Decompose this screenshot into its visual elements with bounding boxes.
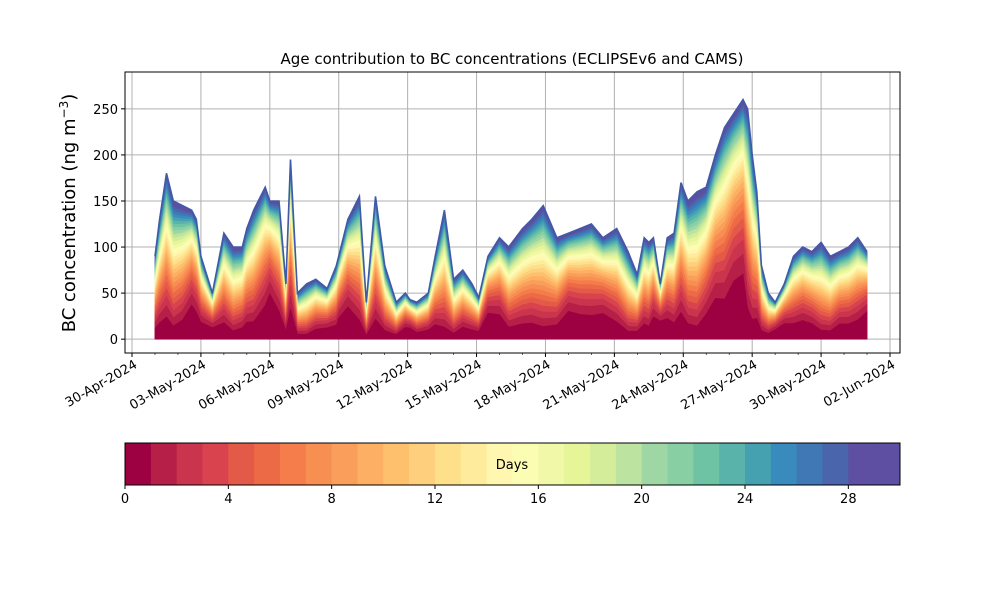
colorbar-swatch bbox=[435, 443, 462, 485]
age-band-1 bbox=[154, 253, 868, 340]
colorbar-tick-label: 16 bbox=[530, 492, 547, 507]
colorbar-swatch bbox=[848, 443, 875, 485]
y-tick-label: 200 bbox=[93, 149, 118, 164]
colorbar-swatch bbox=[822, 443, 849, 485]
colorbar-tick-label: 20 bbox=[633, 492, 650, 507]
y-tick-label: 250 bbox=[93, 103, 118, 118]
chart-title: Age contribution to BC concentrations (E… bbox=[281, 50, 744, 68]
y-axis-label-main: BC concentration (ng m bbox=[59, 118, 80, 332]
colorbar-swatch bbox=[176, 443, 203, 485]
colorbar-tick-label: 12 bbox=[427, 492, 444, 507]
colorbar-swatch bbox=[874, 443, 901, 485]
colorbar-swatch bbox=[150, 443, 178, 485]
age-band-0 bbox=[154, 273, 868, 340]
colorbar-tick-label: 28 bbox=[840, 492, 857, 507]
colorbar-swatch bbox=[641, 443, 668, 485]
colorbar-swatch bbox=[538, 443, 565, 485]
colorbar-swatch bbox=[125, 443, 152, 485]
age-band-2 bbox=[154, 239, 868, 340]
colorbar-swatch bbox=[667, 443, 694, 485]
age-bands bbox=[154, 97, 868, 340]
colorbar-swatch bbox=[254, 443, 281, 485]
y-tick-label: 50 bbox=[101, 287, 118, 302]
colorbar-swatch bbox=[331, 443, 358, 485]
colorbar-swatch bbox=[719, 443, 746, 485]
y-axis-label-suffix: ) bbox=[59, 94, 80, 101]
y-tick-label: 0 bbox=[110, 333, 118, 348]
colorbar-swatch bbox=[693, 443, 720, 485]
colorbar-swatch bbox=[512, 443, 539, 485]
colorbar-swatch bbox=[486, 443, 513, 485]
colorbar-tick-label: 8 bbox=[328, 492, 336, 507]
colorbar-frame bbox=[124, 442, 901, 486]
colorbar-swatch bbox=[305, 443, 333, 485]
colorbar-swatch bbox=[615, 443, 643, 485]
colorbar: 0 4 8 12 16 20 24 28 bbox=[121, 443, 901, 507]
colorbar-swatch bbox=[202, 443, 229, 485]
colorbar-tick-label: 4 bbox=[224, 492, 232, 507]
colorbar-swatch bbox=[228, 443, 255, 485]
colorbar-tick-label: 0 bbox=[121, 492, 129, 507]
y-axis-label: BC concentration (ng m−3) bbox=[57, 94, 80, 333]
colorbar-swatch bbox=[460, 443, 488, 485]
colorbar-label: Days bbox=[496, 458, 529, 473]
total-outline bbox=[154, 97, 868, 304]
colorbar-swatch bbox=[357, 443, 384, 485]
y-axis-label-exponent: −3 bbox=[57, 101, 71, 119]
colorbar-swatch bbox=[280, 443, 307, 485]
colorbar-swatch bbox=[745, 443, 772, 485]
plot-frame bbox=[124, 71, 901, 354]
colorbar-swatch bbox=[564, 443, 591, 485]
y-tick-label: 150 bbox=[93, 195, 118, 210]
colorbar-swatch bbox=[770, 443, 798, 485]
colorbar-swatch bbox=[796, 443, 823, 485]
colorbar-swatch bbox=[590, 443, 617, 485]
colorbar-swatch bbox=[409, 443, 436, 485]
colorbar-tick-label: 24 bbox=[737, 492, 754, 507]
colorbar-swatch bbox=[383, 443, 410, 485]
y-tick-label: 100 bbox=[93, 241, 118, 256]
